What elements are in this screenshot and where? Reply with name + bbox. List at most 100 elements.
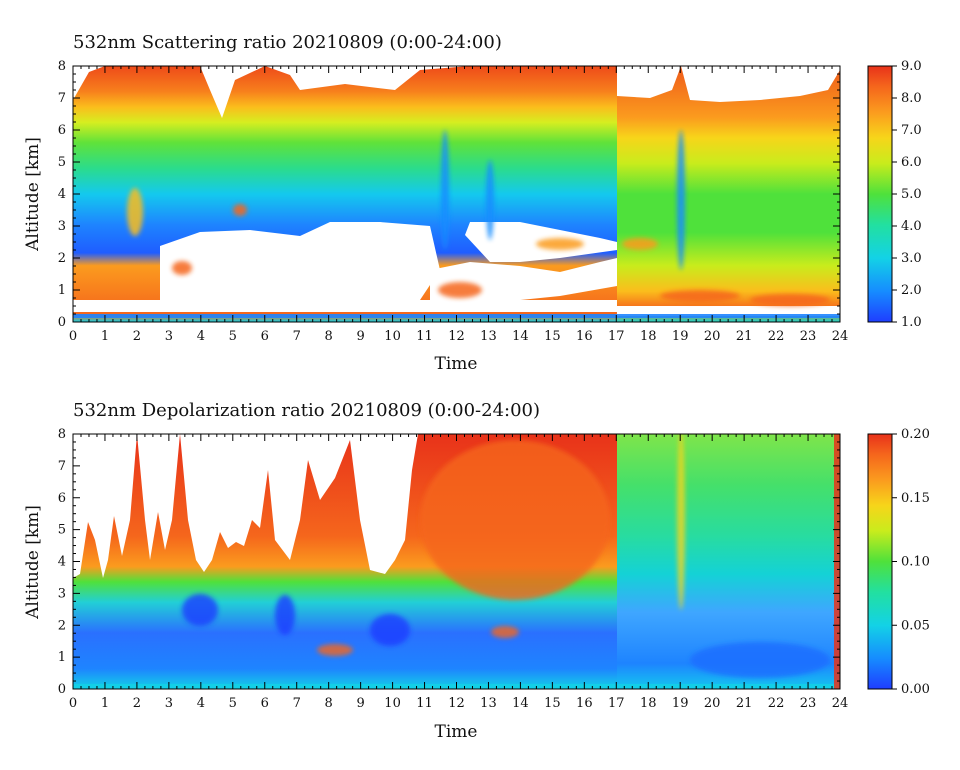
scattering-title: 532nm Scattering ratio 20210809 (0:00-24…: [73, 32, 502, 53]
y-tick: 6: [58, 491, 840, 506]
x-tick: 13: [480, 66, 497, 344]
x-tick-label: 20: [704, 329, 721, 344]
x-tick-label: 1: [101, 329, 109, 344]
y-tick-label: 2: [58, 251, 66, 266]
x-tick-label: 15: [544, 329, 561, 344]
x-tick: 20: [704, 434, 720, 711]
colorbar-tick: 4.0: [892, 219, 922, 234]
x-tick-label: 6: [261, 329, 269, 344]
y-tick-label: 6: [58, 123, 66, 138]
x-tick-label: 7: [293, 696, 301, 711]
x-tick-label: 0: [69, 329, 77, 344]
x-tick: 13: [480, 434, 497, 711]
x-tick: 24: [832, 66, 848, 344]
x-tick: 1: [101, 434, 109, 711]
x-tick-label: 16: [576, 696, 593, 711]
x-tick-label: 2: [133, 329, 141, 344]
y-tick: 4: [58, 555, 840, 570]
colorbar-tick-label: 0.15: [901, 491, 930, 506]
scattering-ylabel: Altitude [km]: [23, 137, 43, 252]
x-tick-label: 17: [608, 696, 625, 711]
x-tick: 23: [800, 434, 817, 711]
scattering-speckles: [127, 130, 830, 306]
colorbar-tick-label: 2.0: [901, 283, 922, 298]
x-tick-label: 2: [133, 696, 141, 711]
y-tick-label: 3: [58, 586, 66, 601]
y-tick: 8: [58, 427, 840, 442]
y-tick-label: 6: [58, 491, 66, 506]
x-tick-label: 14: [512, 329, 529, 344]
colorbar-tick: 3.0: [892, 251, 922, 266]
depolarization-ylabel: Altitude [km]: [23, 505, 43, 620]
scattering-xlabel: Time: [435, 354, 478, 374]
x-tick: 4: [197, 66, 205, 344]
y-tick-label: 5: [58, 523, 66, 538]
colorbar-tick: 8.0: [892, 91, 922, 106]
colorbar-tick-label: 5.0: [901, 187, 922, 202]
x-tick: 1: [101, 66, 109, 344]
x-tick-label: 5: [229, 329, 237, 344]
depolarization-y-ticks: 0 1 2 3 4 5 6 7 8: [58, 427, 840, 697]
x-tick: 18: [640, 434, 657, 711]
x-tick: 11: [416, 66, 433, 344]
x-tick-label: 23: [800, 696, 817, 711]
y-tick: 4: [58, 187, 840, 202]
depolarization-title: 532nm Depolarization ratio 20210809 (0:0…: [73, 400, 540, 421]
x-tick: 10: [384, 66, 401, 344]
x-tick-label: 5: [229, 696, 237, 711]
x-tick-label: 22: [768, 329, 785, 344]
x-tick-label: 21: [736, 329, 753, 344]
x-tick: 16: [576, 66, 593, 344]
y-tick: 8: [58, 59, 840, 74]
colorbar-tick: 7.0: [892, 123, 922, 138]
x-tick-label: 13: [480, 329, 497, 344]
scattering-panel: 532nm Scattering ratio 20210809 (0:00-24…: [23, 32, 922, 374]
y-tick: 7: [58, 91, 840, 106]
colorbar-tick-label: 0.05: [901, 618, 930, 633]
x-tick-label: 11: [416, 696, 433, 711]
y-tick: 5: [58, 155, 840, 170]
x-tick-label: 19: [672, 329, 689, 344]
colorbar-tick-label: 1.0: [901, 315, 922, 330]
depolarization-colorbar: [867, 433, 893, 690]
x-tick: 17: [608, 66, 625, 344]
x-tick-label: 12: [448, 696, 465, 711]
x-tick: 9: [356, 66, 365, 344]
y-tick-label: 7: [58, 91, 66, 106]
scattering-x-ticks: 0 1 2 3 4 5 6 7 8 9 10 11 12 13 14 15 16 17 18 19 20 21 22 23 24: [69, 66, 848, 344]
x-tick: 5: [229, 66, 237, 344]
scattering-colorbar: [867, 65, 893, 323]
x-tick: 19: [672, 434, 689, 711]
x-tick-label: 3: [165, 696, 173, 711]
colorbar-tick-label: 7.0: [901, 123, 922, 138]
colorbar-tick: 0.10: [892, 555, 930, 570]
x-tick: 14: [512, 66, 529, 344]
y-tick: 3: [58, 219, 840, 234]
x-tick: 6: [261, 66, 269, 344]
x-tick: 18: [640, 66, 657, 344]
colorbar-tick: 1.0: [892, 315, 922, 330]
x-tick-label: 15: [544, 696, 561, 711]
x-tick: 15: [544, 66, 561, 344]
x-tick-label: 11: [416, 329, 433, 344]
x-tick: 7: [293, 434, 301, 711]
x-tick: 15: [544, 434, 561, 711]
y-tick-label: 2: [58, 618, 66, 633]
scattering-gap-1: [160, 222, 440, 300]
depolarization-panel: 532nm Depolarization ratio 20210809 (0:0…: [23, 400, 930, 742]
x-tick: 3: [165, 434, 173, 711]
x-tick: 0: [69, 434, 77, 711]
colorbar-tick-label: 9.0: [901, 59, 922, 74]
x-tick: 11: [416, 434, 433, 711]
y-tick-label: 4: [58, 555, 66, 570]
colorbar-tick: 0.00: [892, 682, 930, 697]
y-tick-label: 8: [58, 59, 66, 74]
y-tick: 0: [58, 315, 840, 330]
x-tick-label: 19: [672, 696, 689, 711]
y-tick: 5: [58, 523, 840, 538]
scattering-gap-5: [617, 306, 840, 316]
x-tick: 7: [293, 66, 301, 344]
colorbar-tick-label: 4.0: [901, 219, 922, 234]
x-tick: 10: [384, 434, 401, 711]
depolarization-region-late: [617, 434, 840, 689]
